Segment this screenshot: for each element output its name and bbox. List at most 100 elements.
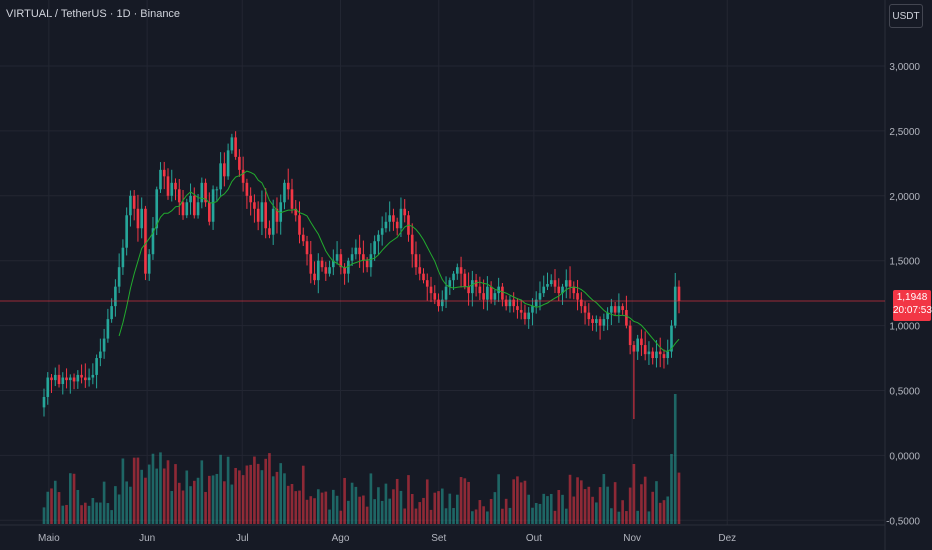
candle-body bbox=[523, 312, 527, 320]
volume-bar bbox=[384, 483, 388, 524]
volume-bar bbox=[76, 489, 80, 524]
volume-bar bbox=[579, 480, 583, 524]
volume-bar bbox=[313, 498, 316, 524]
volume-bar bbox=[114, 486, 117, 524]
candle-body bbox=[166, 176, 170, 196]
candle-body bbox=[625, 310, 628, 326]
candle-body bbox=[290, 189, 294, 209]
candle-body bbox=[433, 293, 437, 300]
candle-body bbox=[373, 241, 376, 255]
volume-bar bbox=[643, 476, 647, 524]
volume-bar bbox=[204, 491, 207, 524]
volume-bar bbox=[606, 486, 609, 524]
volume-bar bbox=[482, 506, 485, 524]
candle-body bbox=[208, 202, 211, 222]
volume-bar bbox=[662, 500, 666, 524]
candle-body bbox=[489, 286, 493, 300]
volume-bar bbox=[474, 509, 478, 524]
candle-body bbox=[147, 254, 151, 274]
volume-bar bbox=[459, 477, 463, 524]
volume-bar bbox=[440, 488, 444, 524]
volume-bar bbox=[253, 456, 256, 524]
volume-bar bbox=[377, 487, 380, 524]
volume-bar bbox=[670, 454, 673, 524]
volume-bar bbox=[192, 480, 196, 524]
volume-bar bbox=[493, 492, 497, 524]
volume-bar bbox=[132, 457, 136, 524]
candle-body bbox=[234, 137, 237, 157]
candle-body bbox=[196, 202, 200, 216]
candle-body bbox=[200, 182, 204, 203]
volume-bar bbox=[50, 488, 53, 524]
volume-bar bbox=[162, 468, 166, 524]
candle-body bbox=[636, 338, 639, 352]
volume-bar bbox=[166, 460, 170, 524]
volume-bar bbox=[159, 452, 162, 524]
currency-button[interactable]: USDT bbox=[889, 4, 923, 28]
volume-bar bbox=[241, 475, 245, 524]
x-tick-label: Nov bbox=[623, 533, 641, 544]
volume-bar bbox=[316, 489, 320, 524]
candle-body bbox=[95, 358, 98, 375]
volume-bar bbox=[595, 502, 598, 524]
symbol-title[interactable]: VIRTUAL / TetherUS · 1D · Binance bbox=[6, 8, 180, 20]
title-separator: · bbox=[106, 8, 117, 20]
candle-body bbox=[335, 254, 339, 261]
volume-bar bbox=[80, 505, 83, 524]
last-price-tag: 1,1948 20:07:53 bbox=[893, 290, 932, 321]
volume-bar bbox=[121, 458, 125, 524]
volume-bar bbox=[170, 491, 174, 524]
y-tick-label: 1,0000 bbox=[889, 322, 920, 333]
candle-body bbox=[192, 195, 196, 216]
volume-bar bbox=[433, 492, 437, 524]
y-tick-label: 0,0000 bbox=[889, 451, 920, 462]
y-tick-label: 0,5000 bbox=[889, 387, 920, 398]
volume-bar bbox=[219, 454, 222, 524]
candle-body bbox=[57, 374, 61, 385]
volume-bar bbox=[501, 508, 504, 524]
volume-bar bbox=[568, 474, 572, 524]
candle-body bbox=[275, 208, 279, 222]
candle-body bbox=[670, 325, 673, 352]
volume-bar bbox=[256, 463, 260, 524]
candle-body bbox=[211, 189, 215, 222]
candle-body bbox=[61, 377, 65, 385]
y-tick-label: 1,5000 bbox=[889, 257, 920, 268]
candle-body bbox=[568, 280, 572, 287]
candle-body bbox=[508, 299, 512, 307]
candle-body bbox=[673, 286, 677, 326]
candle-body bbox=[531, 306, 534, 313]
candle-body bbox=[471, 280, 474, 294]
volume-bar bbox=[365, 506, 369, 524]
volume-bar bbox=[512, 479, 515, 524]
candle-body bbox=[241, 169, 245, 183]
volume-bar bbox=[294, 491, 298, 524]
volume-bar bbox=[369, 473, 373, 524]
candle-body bbox=[598, 319, 602, 326]
volume-bar bbox=[301, 465, 305, 524]
candle-body bbox=[621, 306, 624, 311]
candle-body bbox=[132, 195, 136, 209]
candle-body bbox=[358, 247, 361, 255]
candle-body bbox=[301, 234, 305, 242]
volume-bar bbox=[144, 477, 147, 524]
candle-body bbox=[365, 260, 369, 268]
volume-bar bbox=[497, 474, 500, 524]
candle-body bbox=[369, 254, 373, 268]
candle-body bbox=[549, 280, 553, 285]
candle-body bbox=[617, 306, 621, 313]
candle-body bbox=[215, 189, 219, 191]
volume-bar bbox=[305, 499, 309, 524]
candle-body bbox=[84, 377, 87, 381]
candle-body bbox=[65, 377, 68, 381]
candle-body bbox=[350, 254, 354, 261]
volume-bar bbox=[418, 502, 422, 524]
volume-bar bbox=[136, 457, 140, 524]
candle-body bbox=[418, 267, 422, 274]
candle-body bbox=[226, 150, 230, 177]
candle-body bbox=[437, 299, 440, 307]
volume-bar bbox=[68, 473, 72, 524]
volume-bar bbox=[106, 503, 110, 524]
volume-bar bbox=[471, 511, 474, 524]
